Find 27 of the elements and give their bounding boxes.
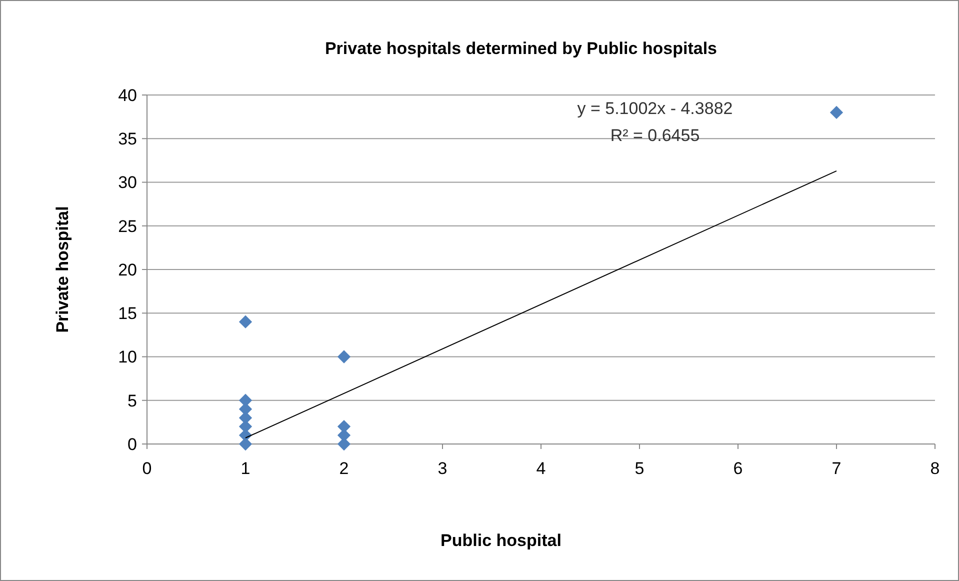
point [830, 106, 844, 120]
x-tick-label: 4 [536, 459, 546, 478]
y-tick-label: 15 [118, 304, 137, 324]
annotation: y = 5.1002x - 4.3882 [577, 99, 733, 118]
x-tick-label: 1 [240, 459, 250, 478]
x-tick-label: 7 [832, 459, 842, 478]
y-tick-label: 40 [118, 86, 137, 105]
x-tick-label: 0 [142, 459, 152, 478]
y-tick-label: 30 [118, 173, 137, 192]
annotation: R² = 0.6455 [610, 126, 700, 145]
y-tick-label: 5 [128, 391, 137, 410]
chart-title: Private hospitals determined by Public hospitals [324, 39, 718, 58]
y-tick-label: 0 [128, 434, 137, 454]
x-tick-label: 6 [733, 459, 743, 478]
x-axis-title: Public hospital [440, 531, 562, 550]
x-tick-label: 2 [339, 459, 349, 478]
point [238, 394, 252, 407]
y-tick-label: 35 [118, 130, 137, 149]
y-tick-label: 10 [118, 348, 137, 367]
x-tick-label: 8 [930, 459, 940, 478]
x-tick-label: 5 [634, 459, 644, 478]
point [238, 315, 252, 328]
point [337, 350, 351, 364]
y-tick-label: 20 [118, 260, 137, 280]
y-axis-title: Private hospital [53, 206, 72, 333]
x-tick-label: 3 [438, 459, 448, 478]
y-tick-label: 25 [118, 216, 137, 236]
